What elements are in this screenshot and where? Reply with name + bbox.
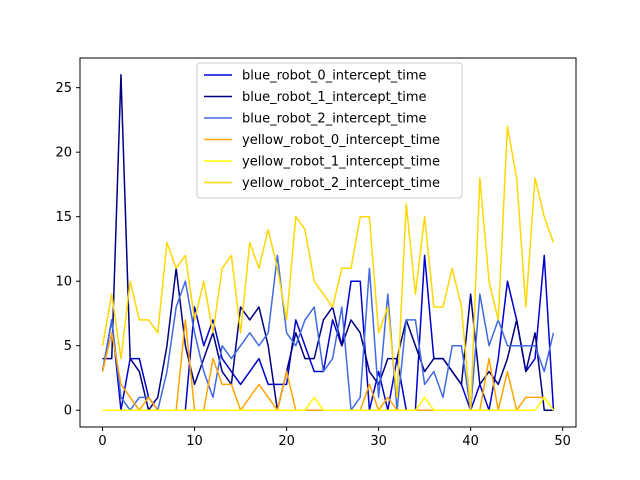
y-tick-label: 5 <box>64 339 72 354</box>
plot-frame <box>79 57 577 428</box>
legend-label-3: yellow_robot_0_intercept_time <box>242 133 440 148</box>
legend-label-5: yellow_robot_2_intercept_time <box>242 176 440 191</box>
legend-label-1: blue_robot_1_intercept_time <box>242 90 427 105</box>
x-axis: 0 10 20 30 40 50 <box>98 427 571 449</box>
legend-label-2: blue_robot_2_intercept_time <box>242 112 427 127</box>
series-layer <box>101 74 555 411</box>
y-tick-label: 20 <box>55 146 72 161</box>
x-tick-label: 10 <box>186 434 203 449</box>
series-line-5 <box>101 125 555 411</box>
series-line-1 <box>102 74 554 411</box>
x-tick-label: 50 <box>554 434 571 449</box>
y-tick-label: 15 <box>55 210 72 225</box>
legend-label-0: blue_robot_0_intercept_time <box>242 69 427 84</box>
y-tick-label: 0 <box>64 404 72 419</box>
series-line-4 <box>102 396 555 411</box>
y-tick-label: 10 <box>55 275 72 290</box>
x-tick-label: 40 <box>462 434 479 449</box>
x-tick-label: 30 <box>370 434 387 449</box>
x-tick-label: 20 <box>278 434 295 449</box>
series-line-2 <box>101 254 555 411</box>
x-tick-label: 0 <box>98 434 106 449</box>
legend-box <box>196 62 463 199</box>
y-axis: 0 5 10 15 20 25 <box>55 81 80 419</box>
legend-label-4: yellow_robot_1_intercept_time <box>242 155 440 170</box>
legend: blue_robot_0_intercept_time blue_robot_1_… <box>196 62 463 199</box>
y-tick-label: 25 <box>55 81 72 96</box>
